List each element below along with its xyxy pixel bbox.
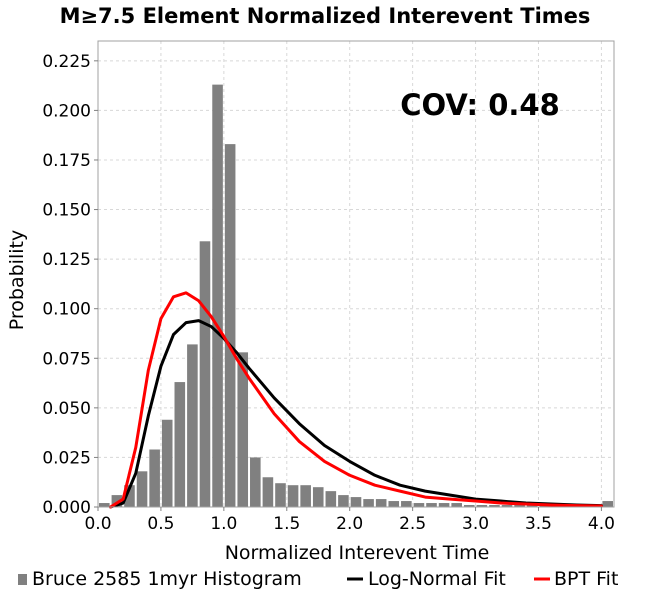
- x-tick-label: 4.0: [588, 514, 615, 534]
- legend-swatch-histogram: [18, 574, 27, 585]
- bpt-fit-line: [109, 291, 603, 509]
- y-tick-label: 0.225: [42, 52, 91, 72]
- histogram-bar: [526, 505, 538, 507]
- histogram-bar: [250, 457, 261, 507]
- y-tick-label: 0.125: [42, 250, 91, 270]
- histogram-bar: [149, 449, 160, 507]
- y-tick-label: 0.025: [42, 448, 91, 468]
- histogram-bar: [501, 505, 513, 507]
- histogram-bar: [325, 491, 337, 507]
- histogram-bar: [514, 505, 525, 507]
- histogram-bar: [375, 499, 387, 507]
- histogram-bar: [413, 503, 425, 507]
- histogram-bar: [161, 419, 173, 507]
- histogram-bar: [124, 485, 135, 507]
- histogram-bar: [199, 241, 211, 507]
- legend: Bruce 2585 1myr Histogram Log-Normal Fit B…: [18, 568, 618, 590]
- x-tick-label: 2.0: [336, 514, 363, 534]
- x-tick-label: 1.5: [273, 514, 300, 534]
- histogram-bar: [187, 344, 198, 507]
- y-tick-label: 0.200: [42, 101, 91, 121]
- histogram-bar: [275, 483, 286, 507]
- histogram-bar: [136, 471, 148, 507]
- y-tick-label: 0.175: [42, 151, 91, 171]
- x-tick-label: 2.5: [399, 514, 426, 534]
- histogram-bar: [338, 495, 349, 507]
- histogram-bar: [262, 477, 274, 507]
- histogram-bar: [300, 485, 311, 507]
- histogram-bar: [287, 485, 299, 507]
- histogram-bar: [451, 503, 462, 507]
- histogram-bar: [224, 144, 236, 507]
- histogram-bar: [463, 505, 475, 507]
- histogram-bar: [363, 499, 374, 507]
- histogram-bar: [99, 503, 110, 507]
- histogram-bar: [426, 503, 437, 507]
- histogram-bar: [401, 501, 412, 507]
- histogram-bar: [388, 501, 400, 507]
- x-tick-label: 0.0: [84, 514, 111, 534]
- y-tick-label: 0.100: [42, 300, 91, 320]
- log-normal-fit-line: [109, 319, 603, 509]
- x-tick-label: 1.0: [210, 514, 237, 534]
- y-tick-label: 0.150: [42, 201, 91, 221]
- x-tick-label: 3.0: [462, 514, 489, 534]
- x-tick-label: 3.5: [525, 514, 552, 534]
- histogram-bar: [111, 495, 123, 507]
- y-tick-label: 0.050: [42, 399, 91, 419]
- fit-lines: [109, 291, 603, 509]
- legend-label: Log-Normal Fit: [368, 568, 506, 590]
- y-axis-label: Probability: [6, 230, 28, 330]
- histogram-bar: [212, 84, 223, 507]
- y-tick-label: 0.000: [42, 498, 91, 518]
- histogram-bar: [174, 382, 186, 507]
- x-axis-label: Normalized Interevent Time: [225, 542, 490, 564]
- legend-label: Bruce 2585 1myr Histogram: [32, 568, 302, 590]
- y-axis-ticks: 0.000 0.025 0.050 0.075 0.100 0.125 0.150 0.175…: [42, 52, 98, 518]
- x-axis-ticks: 0.0 0.5 1.0 1.5 2.0 2.5 3.0 3.5 4.0: [84, 507, 615, 534]
- plot-frame: [97, 40, 615, 508]
- histogram-bar: [438, 503, 450, 507]
- histogram-bar: [489, 505, 500, 507]
- histogram-bar: [312, 487, 324, 507]
- legend-label: BPT Fit: [554, 568, 618, 590]
- y-tick-label: 0.075: [42, 349, 91, 369]
- histogram-bar: [237, 352, 249, 507]
- histogram-bar: [602, 501, 613, 507]
- cov-annotation: COV: 0.48: [400, 88, 560, 122]
- x-tick-label: 0.5: [147, 514, 174, 534]
- chart-title: M≥7.5 Element Normalized Interevent Time…: [60, 4, 591, 28]
- histogram-bar: [476, 505, 488, 507]
- histogram-bars: [99, 84, 613, 507]
- histogram-bar: [350, 497, 362, 507]
